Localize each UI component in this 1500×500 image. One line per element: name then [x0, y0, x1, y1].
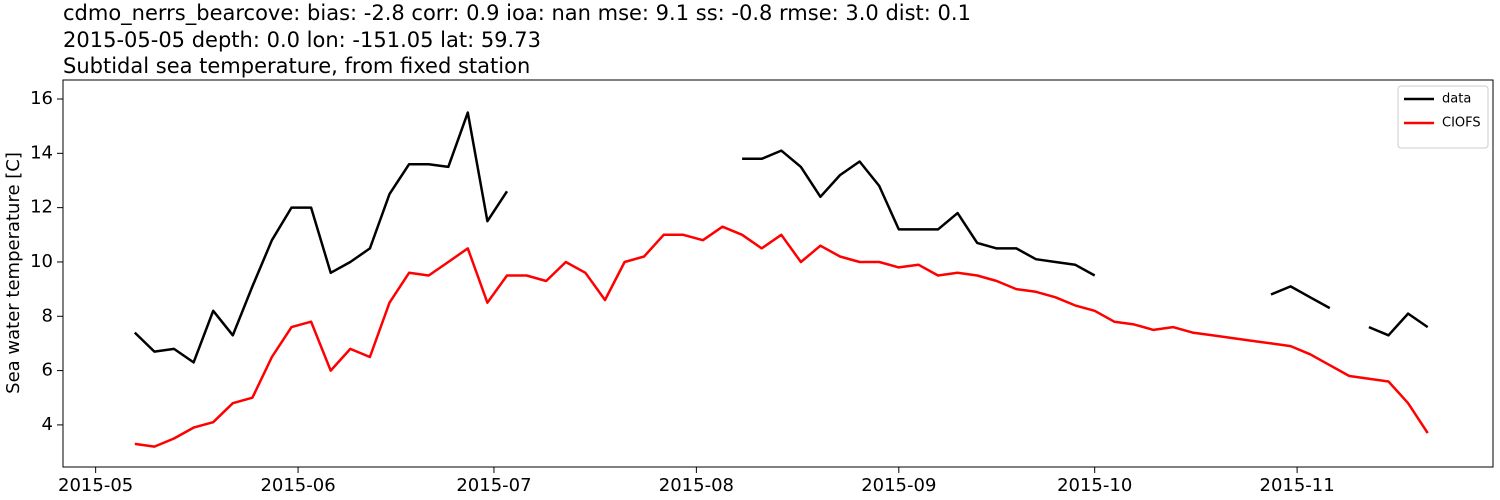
- x-tick-label: 2015-10: [1057, 475, 1132, 496]
- x-tick-label: 2015-09: [861, 475, 936, 496]
- y-axis-label: Sea water temperature [C]: [3, 152, 24, 394]
- x-tick-label: 2015-06: [260, 475, 335, 496]
- y-tick-label: 4: [42, 414, 53, 435]
- data-line: [133, 111, 509, 364]
- data-line: [1368, 312, 1429, 337]
- chart-subtitle: 2015-05-05 depth: 0.0 lon: -151.05 lat: …: [63, 28, 541, 52]
- x-tick-label: 2015-08: [659, 475, 734, 496]
- legend-label: data: [1442, 92, 1471, 107]
- y-tick-label: 14: [30, 142, 53, 163]
- data-line: [134, 225, 1429, 448]
- x-tick-label: 2015-05: [58, 475, 133, 496]
- data-line: [742, 149, 1096, 277]
- chart-title: cdmo_nerrs_bearcove: bias: -2.8 corr: 0.…: [63, 1, 971, 26]
- data-line: [1270, 285, 1331, 310]
- legend-box: [1397, 85, 1489, 149]
- x-tick-label: 2015-07: [456, 475, 531, 496]
- y-tick-label: 6: [42, 360, 53, 381]
- plot-frame: [62, 79, 1494, 468]
- y-tick-label: 12: [30, 197, 53, 218]
- y-tick-label: 8: [42, 305, 53, 326]
- x-tick-label: 2015-11: [1260, 475, 1335, 496]
- y-tick-label: 16: [30, 88, 53, 109]
- legend-label: CIOFS: [1442, 116, 1481, 131]
- chart-subtitle: Subtidal sea temperature, from fixed sta…: [63, 54, 530, 78]
- y-tick-label: 10: [30, 251, 53, 272]
